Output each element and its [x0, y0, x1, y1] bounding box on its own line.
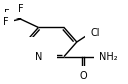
Text: F: F [18, 4, 23, 14]
Text: F: F [4, 9, 10, 19]
Text: N: N [35, 52, 42, 62]
Text: O: O [79, 71, 87, 81]
Text: F: F [3, 17, 9, 27]
Text: Cl: Cl [90, 28, 100, 38]
Text: NH₂: NH₂ [99, 52, 118, 62]
